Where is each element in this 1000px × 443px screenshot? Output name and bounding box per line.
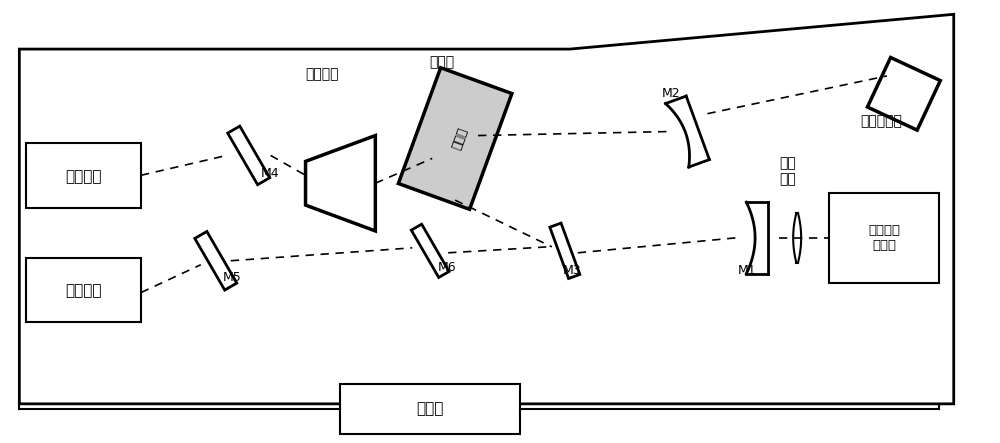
Text: M1: M1 [738, 264, 757, 277]
Text: 变形镜: 变形镜 [450, 126, 470, 152]
Polygon shape [411, 224, 449, 277]
Text: M6: M6 [438, 261, 457, 274]
Text: 处理机: 处理机 [417, 401, 444, 416]
Text: 激光光源: 激光光源 [65, 169, 102, 184]
Text: 变形镜: 变形镜 [430, 55, 455, 69]
Polygon shape [195, 231, 237, 290]
Polygon shape [228, 126, 270, 185]
Text: M2: M2 [662, 87, 681, 100]
Text: 高速光电
探测器: 高速光电 探测器 [868, 224, 900, 252]
Text: 聚焦
透镜: 聚焦 透镜 [779, 156, 796, 187]
Bar [26, 144, 141, 208]
Bar [340, 384, 520, 434]
Bar [26, 258, 141, 323]
Bar [829, 193, 939, 283]
Text: M3: M3 [562, 264, 581, 277]
Polygon shape [550, 223, 580, 279]
Text: 扩束装置: 扩束装置 [306, 67, 339, 81]
Polygon shape [398, 68, 512, 210]
Text: 波前探测器: 波前探测器 [860, 115, 902, 128]
Text: M4: M4 [261, 167, 279, 180]
Text: 指示光源: 指示光源 [65, 283, 102, 298]
Text: M5: M5 [223, 271, 242, 284]
